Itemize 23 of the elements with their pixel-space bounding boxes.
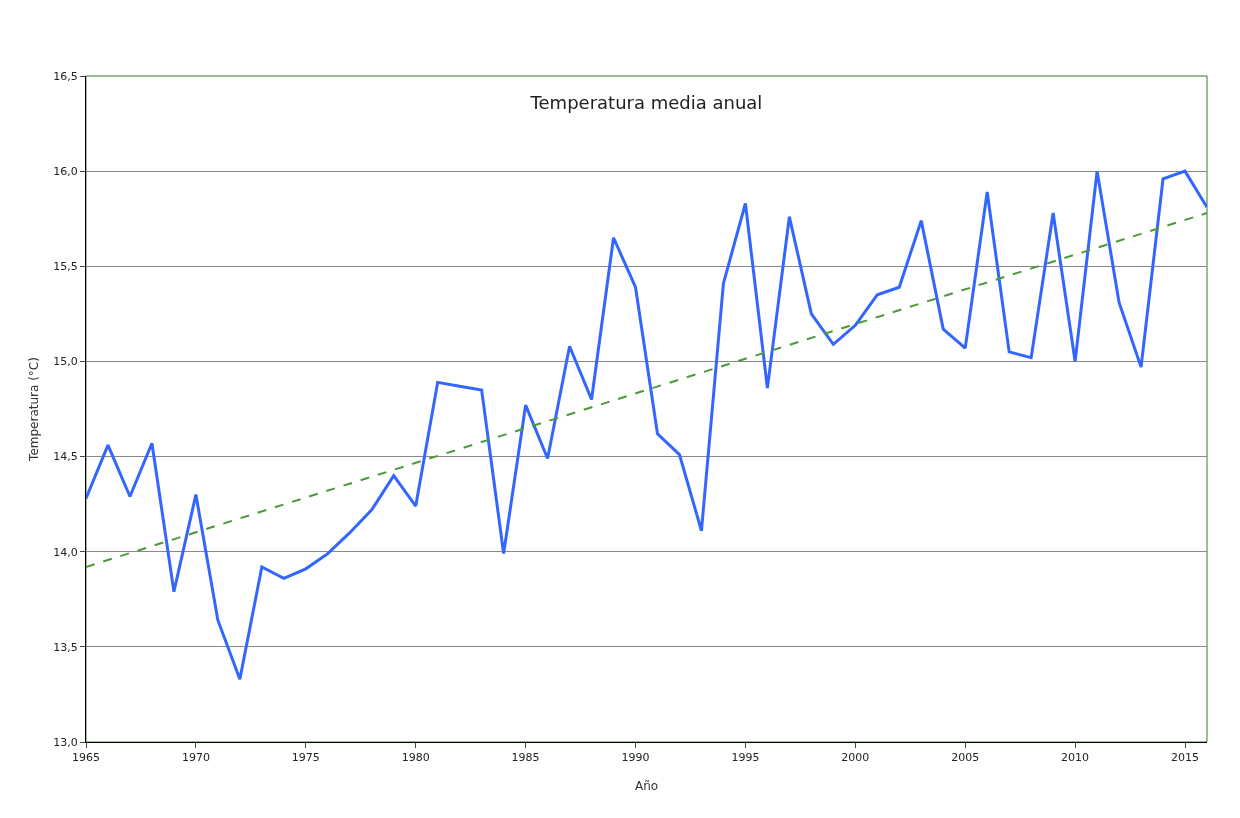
x-tick-label: 1970: [181, 751, 210, 765]
x-tick-label: 2000: [841, 751, 870, 765]
x-tick-label: 1980: [401, 751, 430, 765]
y-tick-label: 15,0: [53, 355, 78, 369]
y-axis-title: Temperatura (°C): [26, 357, 41, 462]
y-tick-label: 13,5: [53, 640, 78, 654]
y-tick-label: 16,5: [53, 69, 78, 83]
x-axis-title: Año: [634, 779, 659, 794]
x-tick-label: 1990: [621, 751, 650, 765]
y-tick-label: 14,0: [53, 545, 78, 559]
y-tick-label: 13,0: [53, 735, 78, 749]
x-tick-label: 2005: [951, 751, 980, 765]
y-tick-label: 15,5: [53, 260, 78, 274]
x-tick-label: 2015: [1171, 751, 1200, 765]
x-tick-label: 1985: [511, 751, 540, 765]
y-tick-label: 16,0: [53, 164, 78, 178]
line-series: [86, 169, 1207, 681]
y-tick-label: 14,5: [53, 450, 78, 464]
x-tick-label: 2010: [1061, 751, 1090, 765]
text: Temperatura media anual: [529, 91, 763, 113]
x-tick-label: 1995: [731, 751, 760, 765]
x-tick-label: 1965: [72, 751, 100, 765]
x-tick-label: 1975: [291, 751, 320, 765]
